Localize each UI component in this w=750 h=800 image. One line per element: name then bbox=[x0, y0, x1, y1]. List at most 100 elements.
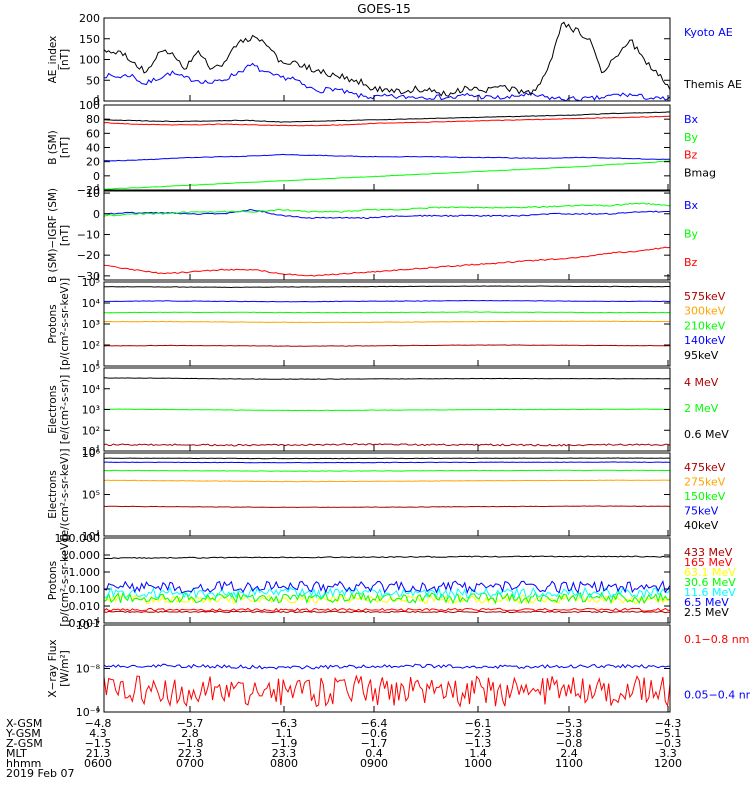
y-tick-label: 10³ bbox=[82, 404, 100, 417]
y-tick-label: −10 bbox=[77, 228, 100, 241]
series-line bbox=[104, 115, 670, 127]
ephemeris-value: 23.3 bbox=[272, 747, 297, 760]
y-axis-label: Electrons bbox=[47, 470, 59, 519]
series-line bbox=[104, 320, 670, 324]
y-axis-label: Protons bbox=[47, 304, 59, 343]
y-tick-label: 0.010 bbox=[69, 600, 101, 613]
ephemeris-value: 1100 bbox=[555, 757, 583, 770]
y-tick-label: 10² bbox=[82, 339, 100, 352]
legend-entry: Bx bbox=[684, 199, 699, 212]
y-tick-label: 10⁴ bbox=[82, 530, 101, 543]
legend-entry: 275keV bbox=[684, 475, 726, 488]
ephemeris-label: Y-GSM bbox=[5, 727, 41, 740]
ephemeris-value: 0600 bbox=[84, 757, 112, 770]
legend-entry: Kyoto AE bbox=[684, 26, 733, 39]
series-line bbox=[104, 62, 670, 101]
y-tick-label: −30 bbox=[77, 270, 100, 283]
series-line bbox=[104, 443, 670, 447]
series-line bbox=[104, 344, 670, 347]
y-tick-label: 10⁵ bbox=[82, 362, 100, 375]
ephemeris-value: 0900 bbox=[360, 757, 388, 770]
legend-entry: 4 MeV bbox=[684, 376, 719, 389]
y-tick-label: 10⁻⁸ bbox=[76, 663, 101, 676]
ephemeris-value: −1.9 bbox=[271, 737, 298, 750]
series-line bbox=[104, 579, 670, 595]
ephemeris-value: −6.1 bbox=[465, 717, 492, 730]
figure-title: GOES-15 bbox=[357, 2, 411, 16]
y-tick-label: 100 bbox=[79, 54, 100, 67]
y-tick-label: 10⁶ bbox=[82, 447, 101, 460]
y-axis-label: [nT] bbox=[59, 225, 71, 246]
series-line bbox=[104, 285, 670, 289]
panel-frame bbox=[103, 190, 671, 281]
ephemeris-label: Z-GSM bbox=[6, 737, 43, 750]
ephemeris-value: −4.8 bbox=[85, 717, 112, 730]
ephemeris-value: −5.1 bbox=[655, 727, 682, 740]
series-line bbox=[104, 663, 670, 670]
series-line bbox=[104, 21, 670, 97]
legend-entry: 30.6 MeV bbox=[684, 576, 736, 589]
ephemeris-value: 3.3 bbox=[659, 747, 677, 760]
ephemeris-value: −1.3 bbox=[465, 737, 492, 750]
series-line bbox=[104, 586, 670, 600]
y-axis-label: Electrons bbox=[47, 385, 59, 434]
ephemeris-value: 0.4 bbox=[365, 747, 383, 760]
y-axis-label: [p/(cm²-s-sr-keV)] bbox=[59, 278, 71, 370]
series-line bbox=[104, 299, 670, 303]
ephemeris-value: 1200 bbox=[654, 757, 682, 770]
panel-frame bbox=[103, 537, 671, 624]
ephemeris-value: −1.5 bbox=[85, 737, 112, 750]
y-axis-label: [nT] bbox=[59, 137, 71, 158]
legend-entry: 150keV bbox=[684, 490, 726, 503]
series-line bbox=[104, 591, 670, 605]
ephemeris-value: −2.3 bbox=[465, 727, 492, 740]
y-tick-label: 40 bbox=[86, 142, 100, 155]
y-tick-label: 10⁻⁹ bbox=[76, 706, 100, 719]
y-tick-label: 10⁴ bbox=[82, 383, 101, 396]
y-tick-label: 0.001 bbox=[69, 617, 101, 630]
legend-entry: 0.1−0.8 nm bbox=[684, 633, 749, 646]
legend-entry: Bmag bbox=[684, 167, 716, 180]
ephemeris-value: 0700 bbox=[176, 757, 204, 770]
legend-entry: 0.6 MeV bbox=[684, 428, 729, 441]
y-tick-label: 150 bbox=[79, 33, 100, 46]
y-axis-label: Protons bbox=[47, 561, 59, 600]
series-line bbox=[104, 461, 670, 464]
series-line bbox=[104, 246, 670, 277]
y-tick-label: −20 bbox=[77, 249, 100, 262]
y-axis-label: [nT] bbox=[59, 49, 71, 70]
series-line bbox=[104, 479, 670, 483]
series-line bbox=[104, 610, 670, 614]
legend-entry: 575keV bbox=[684, 290, 726, 303]
ephemeris-value: 1.1 bbox=[275, 727, 293, 740]
series-line bbox=[104, 555, 670, 560]
ephemeris-value: 4.3 bbox=[89, 727, 107, 740]
legend-entry: 11.6 MeV bbox=[684, 586, 736, 599]
y-tick-label: 10.000 bbox=[62, 549, 101, 562]
legend-entry: 300keV bbox=[684, 305, 726, 318]
y-tick-label: 10⁴ bbox=[82, 297, 101, 310]
ephemeris-value: −0.3 bbox=[655, 737, 682, 750]
legend-entry: Themis AE bbox=[683, 78, 742, 91]
y-tick-label: 60 bbox=[86, 127, 100, 140]
ephemeris-value: −6.3 bbox=[271, 717, 298, 730]
ephemeris-value: 21.3 bbox=[86, 747, 111, 760]
panel-frame bbox=[103, 452, 671, 537]
y-tick-label: 0 bbox=[93, 208, 100, 221]
ephemeris-value: 1.4 bbox=[469, 747, 487, 760]
y-tick-label: 80 bbox=[86, 113, 100, 126]
ephemeris-value: −3.8 bbox=[556, 727, 583, 740]
y-tick-label: 100 bbox=[79, 99, 100, 112]
legend-entry: 40keV bbox=[684, 519, 719, 532]
legend-entry: 165 MeV bbox=[684, 556, 733, 569]
legend-entry: Bz bbox=[684, 256, 698, 269]
ephemeris-value: −4.3 bbox=[655, 717, 682, 730]
ephemeris-value: 0800 bbox=[270, 757, 298, 770]
panel-frame bbox=[103, 281, 671, 367]
y-axis-label: [p/(cm²-s-sr-keV)] bbox=[59, 534, 71, 626]
series-line bbox=[104, 457, 670, 460]
legend-entry: 2.5 MeV bbox=[684, 606, 729, 619]
ephemeris-value: −5.3 bbox=[556, 717, 583, 730]
y-tick-label: 100.000 bbox=[55, 532, 101, 545]
